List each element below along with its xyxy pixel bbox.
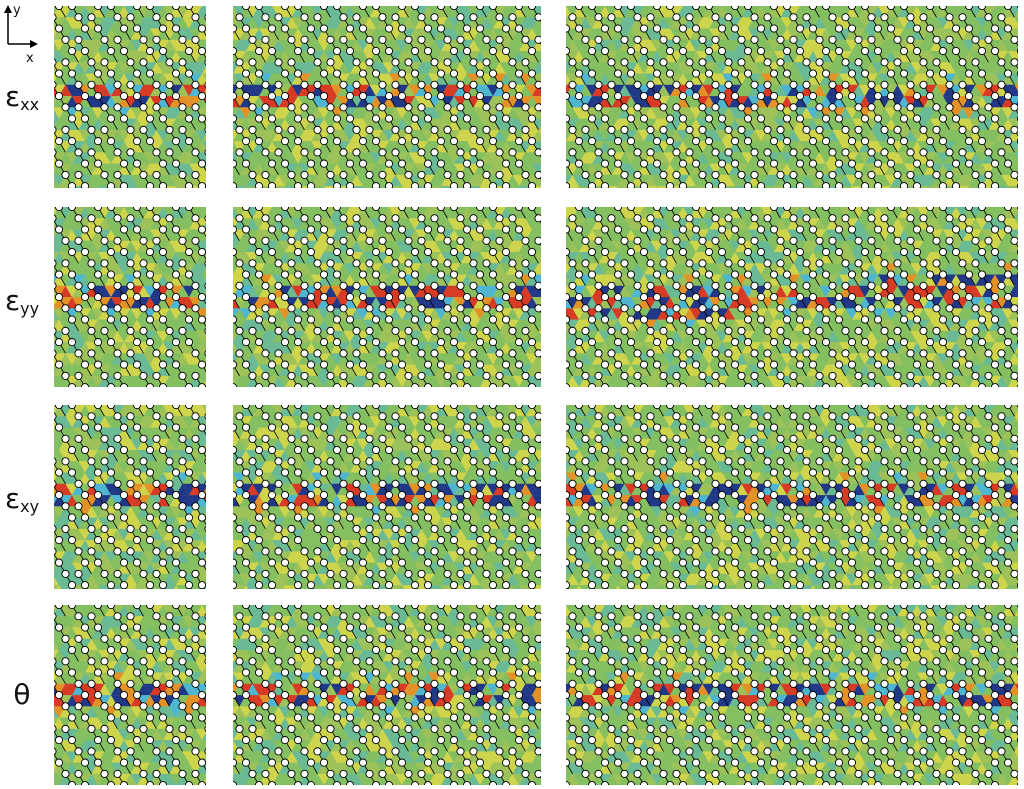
strain-field-map [46,405,206,589]
strain-field-map [566,605,1018,785]
strain-field-map [233,605,541,785]
strain-field-map [46,6,206,188]
panel-exy-middle [233,405,541,589]
panel-theta-right [566,605,1018,785]
row-label-exy: εxy [4,482,40,516]
axes-indicator: y x [4,3,38,64]
axis-x-label: x [26,51,34,64]
strain-field-map [46,207,206,387]
row-label-eyy: εyy [4,284,40,318]
panel-exy-left [46,405,206,589]
strain-field-map [46,605,206,785]
panel-theta-middle [233,605,541,785]
panel-exx-left [46,6,206,188]
row-label-exx: εxx [4,80,40,114]
panel-exx-right [566,6,1018,188]
strain-field-map [233,207,541,387]
panel-eyy-left [46,207,206,387]
axis-y-label: y [13,3,21,18]
panel-eyy-middle [233,207,541,387]
strain-field-map [566,405,1018,589]
row-label-theta: θ [13,678,31,711]
panel-exx-middle [233,6,541,188]
panel-exy-right [566,405,1018,589]
panel-eyy-right [566,207,1018,387]
strain-field-map [566,6,1018,188]
strain-field-map [566,207,1018,387]
panel-theta-left [46,605,206,785]
strain-field-map [233,6,541,188]
strain-field-map [233,405,541,589]
